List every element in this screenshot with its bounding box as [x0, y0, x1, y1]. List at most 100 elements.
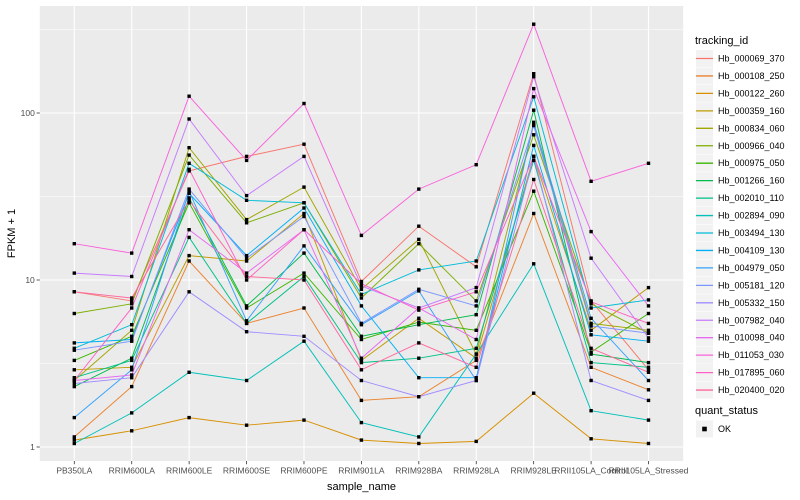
legend-entry-Hb_002894_090: Hb_002894_090	[696, 207, 785, 225]
data-point	[359, 334, 364, 338]
data-point	[646, 311, 651, 316]
legend-label: Hb_004109_130	[718, 245, 785, 255]
data-point	[646, 388, 651, 392]
data-point	[359, 321, 364, 326]
data-point	[589, 229, 593, 234]
data-point	[474, 352, 478, 356]
data-point	[589, 365, 593, 369]
data-point	[130, 302, 134, 306]
legend-entry-Hb_011053_030: Hb_011053_030	[696, 346, 784, 364]
data-point	[474, 265, 478, 269]
data-point	[589, 352, 593, 356]
data-point	[72, 376, 76, 380]
data-point	[302, 339, 306, 343]
data-point	[532, 133, 536, 137]
data-point	[589, 333, 593, 337]
x-tick-label: PB350LA	[56, 466, 92, 476]
legend-label: Hb_020400_020	[718, 385, 785, 395]
data-point	[72, 384, 76, 389]
data-point	[187, 153, 191, 157]
legend-entry-Hb_003494_130: Hb_003494_130	[696, 224, 785, 242]
data-point	[474, 365, 478, 369]
data-point	[589, 300, 593, 304]
data-point	[532, 123, 536, 128]
data-point	[589, 324, 593, 328]
data-point	[532, 211, 536, 216]
legend-entry-Hb_005181_120: Hb_005181_120	[696, 276, 785, 294]
data-point	[244, 271, 249, 275]
data-point	[302, 274, 306, 279]
data-point	[532, 154, 536, 159]
legend-label: Hb_011053_030	[718, 350, 784, 360]
data-point	[359, 368, 364, 372]
data-point	[474, 304, 478, 308]
data-point	[474, 299, 478, 303]
data-point	[244, 274, 249, 279]
data-point	[244, 198, 249, 202]
data-point	[302, 185, 306, 189]
data-point	[244, 304, 249, 308]
data-point	[72, 415, 76, 420]
data-point	[244, 321, 249, 326]
data-point	[532, 75, 536, 79]
legend-label: Hb_003494_130	[718, 228, 785, 238]
data-point	[532, 158, 536, 163]
data-point	[474, 337, 478, 342]
legend-entry-Hb_002010_110: Hb_002010_110	[696, 189, 784, 207]
data-point	[302, 142, 306, 146]
data-point	[244, 319, 249, 323]
data-point	[417, 268, 421, 272]
data-point	[532, 177, 536, 182]
data-point	[187, 167, 191, 171]
data-point	[474, 356, 478, 360]
legend-entry-Hb_000975_050: Hb_000975_050	[696, 154, 785, 172]
data-point	[532, 95, 536, 99]
data-point	[130, 411, 134, 415]
data-point	[244, 378, 249, 383]
legend-label: Hb_007982_040	[718, 315, 785, 325]
data-point	[359, 296, 364, 300]
data-point	[417, 308, 421, 312]
data-point	[646, 365, 651, 369]
data-point	[302, 244, 306, 248]
data-point	[474, 328, 478, 332]
legend-label: Hb_000108_250	[718, 71, 785, 81]
data-point	[130, 274, 134, 279]
legend-label: Hb_000122_260	[718, 88, 785, 98]
data-point	[130, 358, 134, 363]
data-point	[359, 398, 364, 403]
data-point	[72, 378, 76, 383]
data-point	[302, 201, 306, 205]
data-point	[130, 384, 134, 389]
data-point	[302, 418, 306, 422]
data-point	[130, 323, 134, 327]
data-point	[417, 441, 421, 446]
data-point	[130, 296, 134, 300]
legend-title-quant-status: quant_status	[695, 405, 758, 417]
data-point	[359, 233, 364, 238]
data-point	[589, 328, 593, 332]
legend-entry-Hb_005332_150: Hb_005332_150	[696, 294, 785, 312]
data-point	[302, 278, 306, 282]
data-point	[646, 321, 651, 326]
data-point	[359, 292, 364, 297]
data-point	[474, 285, 478, 290]
data-point	[646, 441, 651, 446]
data-point	[187, 201, 191, 205]
data-point	[72, 290, 76, 294]
data-point	[646, 285, 651, 290]
data-point	[187, 235, 191, 240]
data-point	[130, 356, 134, 360]
data-point	[187, 228, 191, 232]
data-point	[532, 72, 536, 76]
data-point	[474, 358, 478, 363]
x-axis-title: sample_name	[327, 481, 396, 493]
data-point	[532, 108, 536, 112]
data-point	[359, 282, 364, 286]
data-point	[417, 341, 421, 345]
data-point	[589, 409, 593, 413]
data-point	[302, 154, 306, 159]
legend-label: Hb_005332_150	[718, 298, 785, 308]
data-point	[474, 163, 478, 167]
data-point	[417, 435, 421, 439]
